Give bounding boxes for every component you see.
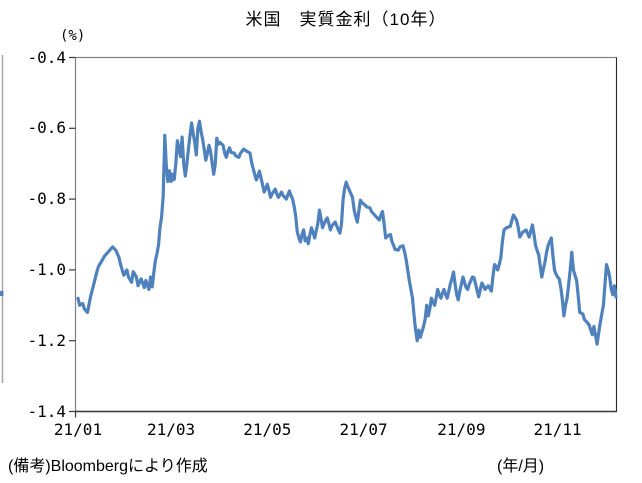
x-axis-unit-label: (年/月) [497,458,545,475]
x-tick-label: 21/07 [339,420,388,439]
series-line [76,119,618,346]
x-tick-label: 21/05 [243,420,292,439]
y-tick-label: -1.0 [27,259,66,279]
chart-title: 米国 実質金利（10年） [245,10,447,29]
y-axis-ticks [69,56,76,413]
x-tick-label: 21/09 [437,420,486,439]
source-note: (備考)Bloombergにより作成 [8,458,208,475]
y-tick-label: -1.2 [27,330,66,350]
x-tick-label: 21/01 [53,420,103,439]
x-tick-label: 21/11 [533,420,582,439]
y-tick-label: -0.6 [27,118,66,138]
x-tick-label: 21/03 [146,420,196,439]
y-axis-unit-label: (%) [60,28,86,44]
y-tick-label: -1.4 [27,401,66,421]
y-tick-label: -0.8 [27,189,66,209]
y-tick-label: -0.4 [27,47,66,67]
